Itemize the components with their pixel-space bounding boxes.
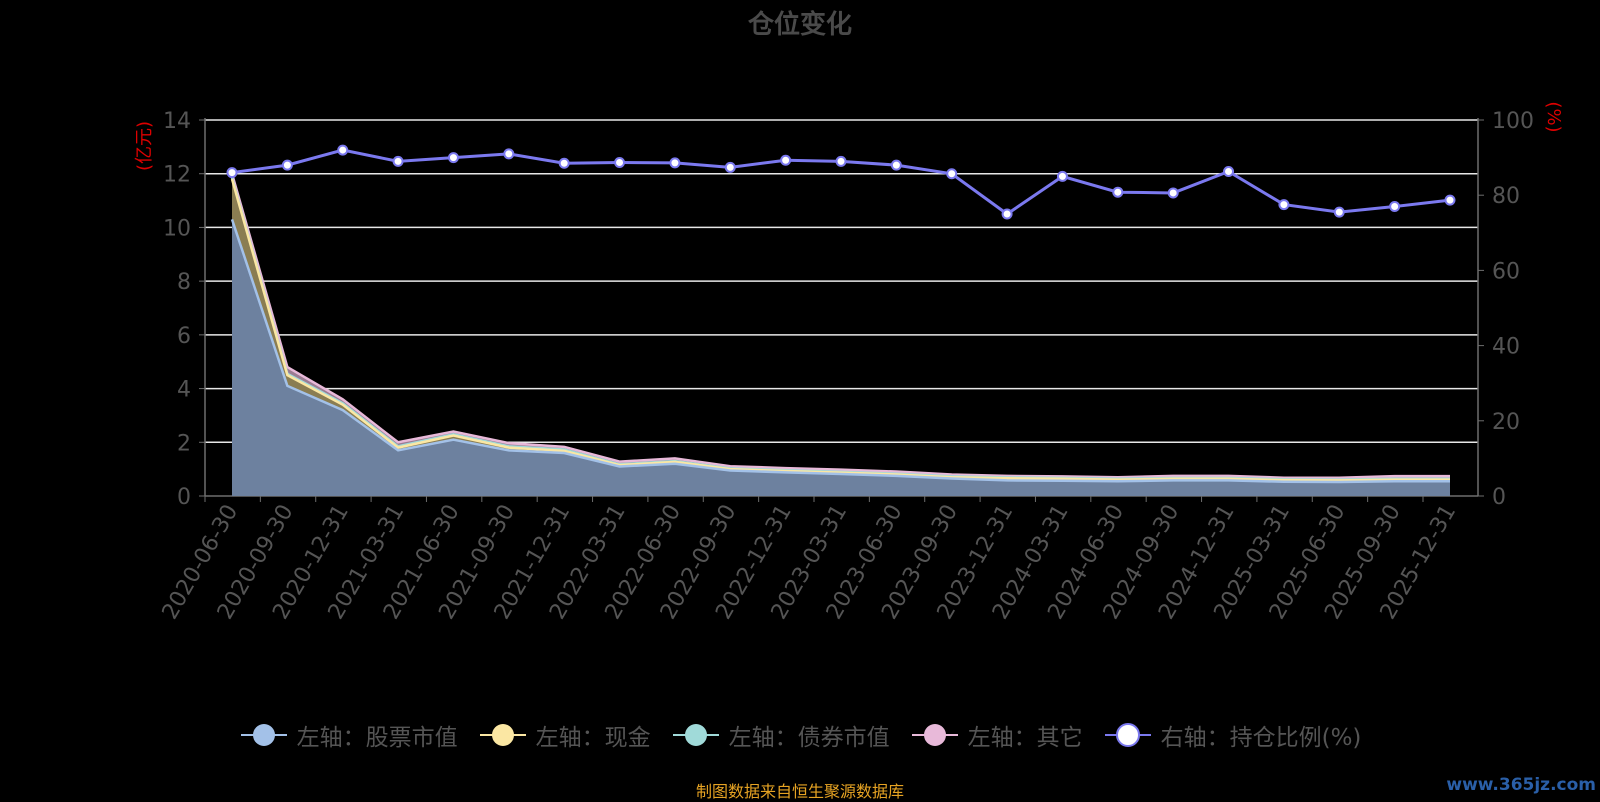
legend-swatch [1104,723,1151,747]
legend-swatch [672,724,719,746]
area-0 [232,219,1450,496]
position-ratio-point [1167,187,1179,199]
position-ratio-point [1444,194,1456,206]
legend-label: 左轴：股票市值 [296,725,458,751]
legend-label: 左轴：现金 [535,725,651,751]
position-ratio-point [1056,170,1068,182]
position-ratio-point [447,152,459,164]
area-line-1 [230,178,1450,482]
position-ratio-point [669,157,681,169]
legend-swatch [911,724,958,746]
y-left-tick-label: 10 [163,216,191,241]
y-left-tick-label: 14 [163,109,191,134]
position-ratio-point [724,161,736,173]
legend-label: 右轴：持仓比例(%) [1160,725,1362,751]
legend-item[interactable]: 左轴：股票市值 [239,718,458,752]
y-right-tick-label: 20 [1492,410,1520,435]
area-line-0 [230,218,1450,484]
legend-label: 左轴：债券市值 [728,725,890,751]
area-2 [232,177,1450,481]
area-3 [232,173,1450,480]
position-ratio-point [1223,166,1235,178]
position-ratio-point [1001,208,1013,220]
area-1 [232,179,1450,483]
position-ratio-point [281,159,293,171]
position-ratio-point [226,167,238,179]
position-ratio-point [392,155,404,167]
area-line-2 [230,177,1450,481]
y-left-tick-label: 12 [163,163,191,188]
y-right-tick-label: 0 [1492,485,1506,510]
position-ratio-point [890,159,902,171]
position-ratio-point [1389,200,1401,212]
position-ratio-point [1278,199,1290,211]
y-right-axis-label: (%) [1543,101,1564,132]
legend-item[interactable]: 左轴：债券市值 [671,718,890,752]
position-ratio-point [835,155,847,167]
legend-label: 左轴：其它 [967,725,1083,751]
position-ratio-point [614,156,626,168]
position-ratio-point [780,154,792,166]
position-ratio-point [1333,206,1345,218]
legend-item[interactable]: 右轴：持仓比例(%) [1103,718,1362,752]
legend-swatch [240,724,287,746]
legend-item[interactable]: 左轴：现金 [478,718,651,752]
y-left-tick-label: 0 [177,485,191,510]
y-left-tick-label: 4 [177,378,191,403]
y-right-tick-label: 100 [1492,109,1534,134]
watermark: www.365jz.com [1446,775,1596,795]
legend: 左轴：股票市值 左轴：现金 左轴：债券市值 左轴：其它 右轴：持仓比例(%) [0,718,1600,752]
y-left-axis-label: (亿元) [134,121,155,171]
y-left-tick-label: 2 [177,431,191,456]
y-left-tick-label: 8 [177,270,191,295]
y-right-tick-label: 40 [1492,335,1520,360]
position-ratio-point [946,168,958,180]
legend-swatch [479,724,526,746]
y-right-tick-label: 60 [1492,259,1520,284]
y-right-tick-label: 80 [1492,184,1520,209]
position-ratio-point [558,157,570,169]
area-line-3 [230,173,1450,479]
chart-title: 仓位变化 [747,10,852,40]
position-ratio-point [1112,186,1124,198]
source-note: 制图数据来自恒生聚源数据库 [695,782,904,801]
legend-item[interactable]: 左轴：其它 [910,718,1083,752]
position-ratio-point [503,148,515,160]
y-left-tick-label: 6 [177,324,191,349]
position-ratio-point [337,144,349,156]
